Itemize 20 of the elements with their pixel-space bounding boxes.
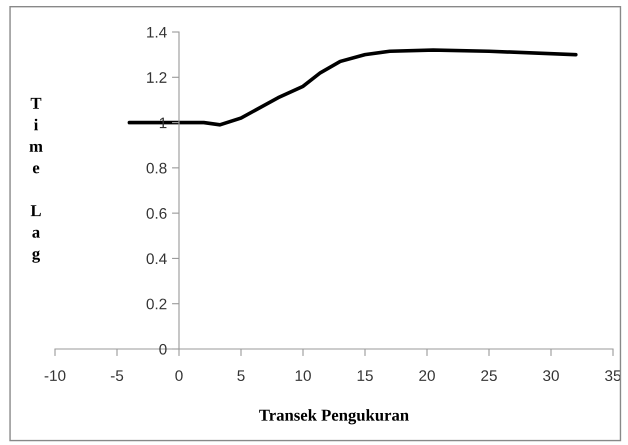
x-tick-label: 15 [358,370,373,382]
line-series [128,48,578,127]
y-tick-label: 0.6 [146,208,167,219]
x-tick-label: 25 [481,370,497,382]
x-tick-label: -10 [44,370,66,382]
y-tick-label: 0 [159,344,167,355]
x-tick-label: 30 [543,370,559,382]
x-tick-label: 35 [605,370,621,382]
x-tick-label: 20 [419,370,435,382]
y-tick-label: 1.2 [147,72,166,83]
y-tick-label: 0.2 [146,298,166,310]
x-tick-label: 5 [237,370,245,382]
x-tick-label: 10 [296,370,311,382]
text: Time Lag [30,98,43,263]
y-tick-label: 0.8 [146,162,167,174]
y-tick-label: 0.4 [146,253,167,264]
y-tick-label: 1.4 [147,27,167,38]
x-tick-label: -5 [110,370,124,382]
x-tick-label: 0 [175,370,183,382]
x-axis-title: Transek Pengukuran [259,409,409,424]
